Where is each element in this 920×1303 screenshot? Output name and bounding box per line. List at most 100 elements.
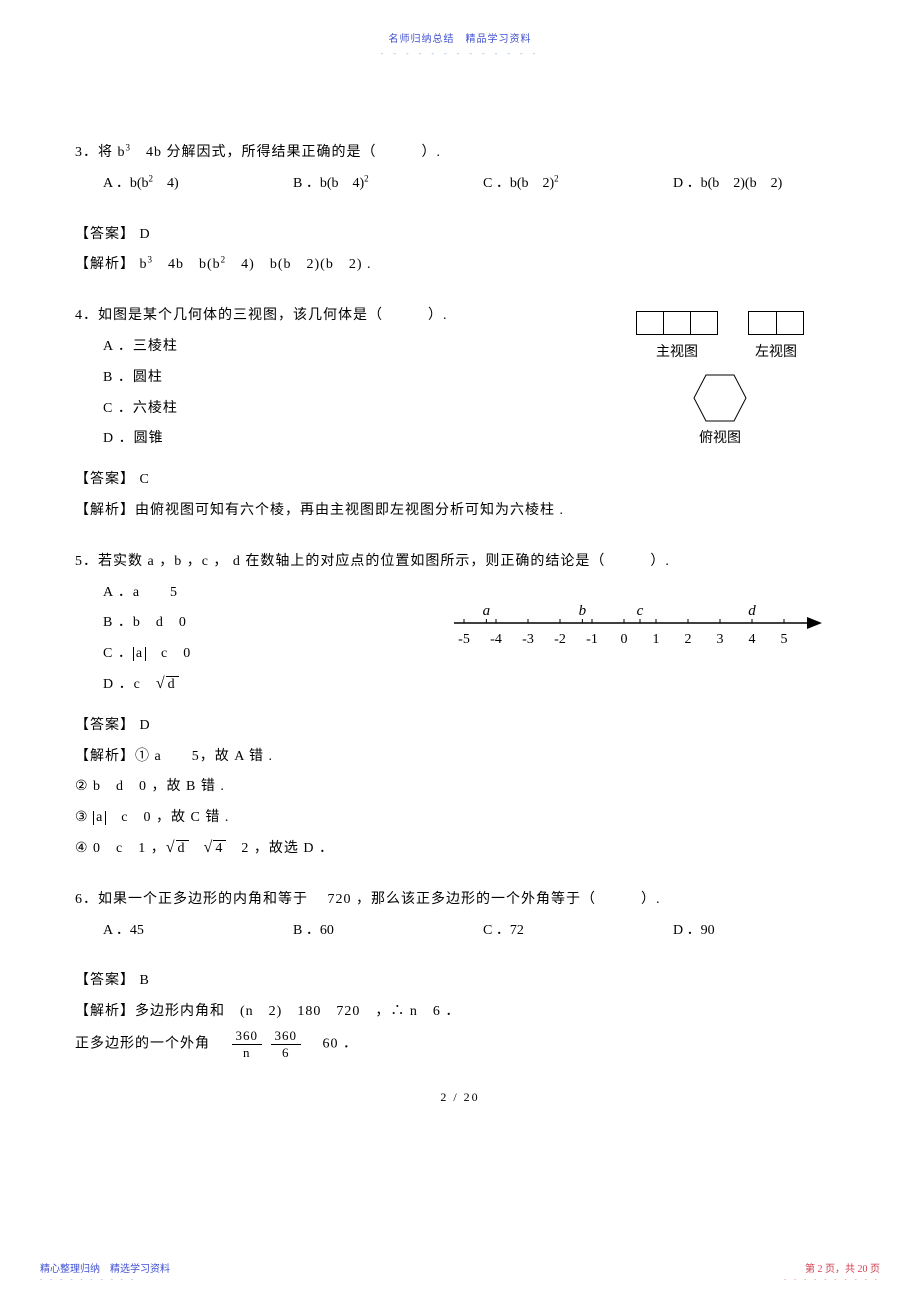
svg-text:c: c (637, 603, 644, 619)
header-title: 名师归纳总结 精品学习资料 (75, 30, 845, 45)
q5-exp4-sq2: 4 (213, 840, 226, 856)
top-view-label: 俯视图 (595, 427, 845, 447)
q5-body: A ．a 5 B ．b d 0 C ．a c 0 D ．c √d (75, 578, 845, 701)
svg-text:-2: -2 (554, 632, 566, 647)
main-view-label: 主视图 (636, 341, 718, 361)
svg-text:5: 5 (781, 632, 788, 647)
q3-exp-pre: 【解析】 b (75, 257, 148, 272)
footer-left-text: 精心整理归纳 精选学习资料 (40, 1260, 170, 1275)
q6-exp2-pre: 正多边形的一个外角 (75, 1036, 225, 1051)
sqrt-icon: √d (166, 840, 189, 856)
page: 名师归纳总结 精品学习资料 - - - - - - - - - - - - - … (0, 0, 920, 1303)
q5-exp3-post: c 0 ，故 C 错 . (106, 810, 229, 825)
q6-exp2-post: 60 ． (308, 1036, 359, 1051)
q3-options: A ．b(b2 4) B ．b(b 4)2 C ．b(b 2)2 D ．b(b … (75, 169, 845, 200)
number-line: abcd -5-4-3-2-1012345 (449, 598, 845, 653)
q4-block: 4．如图是某个几何体的三视图，该几何体是（ ）. A ．三棱柱 B ．圆柱 C … (75, 301, 845, 496)
svg-text:4: 4 (749, 632, 756, 647)
q6-stem: 6．如果一个正多边形的内角和等于 720 ，那么该正多边形的一个外角等于（ ）. (75, 885, 845, 916)
fraction: 360n (232, 1028, 263, 1060)
footer-left-dots: - - - - - - - - - - (40, 1275, 170, 1283)
q3-optD: D ．b(b 2)(b 2) (673, 169, 782, 200)
q6-options: A ．45 B ．60 C ．72 D ．90 (75, 916, 845, 947)
q5-optC-abs: a (133, 647, 146, 661)
footer-right-dots: - - - - - - - - - - (784, 1275, 880, 1283)
q5-optC: C ．a c 0 (75, 639, 429, 670)
q3-optB: B ．b(b 4)2 (293, 169, 483, 200)
q5-right: abcd -5-4-3-2-1012345 (429, 578, 845, 653)
sqrt-icon: √4 (204, 840, 227, 856)
q3-stem-post: 4b 分解因式，所得结果正确的是（ ）. (131, 145, 441, 160)
q3-optA-pre: A ．b(b (103, 176, 149, 191)
frac-num: 360 (271, 1028, 302, 1045)
fraction: 3606 (271, 1028, 302, 1060)
q4-stem: 4．如图是某个几何体的三视图，该几何体是（ ）. (75, 301, 595, 332)
q6-optD: D ．90 (673, 916, 715, 947)
q6-answer: 【答案】 B (75, 966, 845, 997)
q5-optC-post: c 0 (146, 646, 191, 661)
q6-optA: A ．45 (103, 916, 293, 947)
q3-optA: A ．b(b2 4) (103, 169, 293, 200)
left-view-label: 左视图 (748, 341, 804, 361)
footer-right-text: 第 2 页，共 20 页 (784, 1260, 880, 1275)
svg-text:-5: -5 (458, 632, 470, 647)
q3-stem: 3．将 b3 4b 分解因式，所得结果正确的是（ ）. (75, 138, 845, 169)
q5-exp4-mid (189, 841, 204, 856)
q4-optC: C ．六棱柱 (75, 394, 595, 425)
header-dots: - - - - - - - - - - - - - (75, 49, 845, 58)
svg-text:-3: -3 (522, 632, 534, 647)
left-view: 左视图 (748, 311, 804, 361)
q6-exp2: 正多边形的一个外角 360n 3606 60 ． (75, 1028, 845, 1060)
q5-optA: A ．a 5 (75, 578, 429, 609)
main-view-rect (636, 311, 718, 335)
q5-exp3-abs: a (93, 811, 106, 825)
q5-stem: 5．若实数 a ，b ，c ， d 在数轴上的对应点的位置如图所示，则正确的结论… (75, 547, 845, 578)
q3-stem-pre: 3．将 b (75, 145, 126, 160)
q3-optC: C ．b(b 2)2 (483, 169, 673, 200)
q5-exp3-pre: ③ (75, 810, 93, 825)
q4-optA: A ．三棱柱 (75, 332, 595, 363)
svg-text:2: 2 (685, 632, 692, 647)
q5-exp4-sq1: d (176, 840, 189, 856)
q3-optC-sup: 2 (554, 173, 559, 183)
q5-optB: B ．b d 0 (75, 608, 429, 639)
q4-figure: 主视图 左视图 俯视图 (595, 301, 845, 496)
q5-optC-pre: C ． (103, 646, 133, 661)
footer: 精心整理归纳 精选学习资料 - - - - - - - - - - 第 2 页，… (0, 1260, 920, 1283)
q3-exp-post: 4) b(b 2)(b 2) . (226, 257, 371, 272)
q6-exp1: 【解析】多边形内角和 (n 2) 180 720 ，∴ n 6 ． (75, 997, 845, 1028)
frac-den: n (239, 1045, 255, 1061)
svg-text:a: a (483, 603, 491, 619)
q5-answer: 【答案】 D (75, 711, 845, 742)
q4-left: 4．如图是某个几何体的三视图，该几何体是（ ）. A ．三棱柱 B ．圆柱 C … (75, 301, 595, 496)
q5-optD-sqrt: d (166, 676, 179, 692)
views-row: 主视图 左视图 (595, 311, 845, 361)
q3-optA-post: 4) (153, 176, 179, 191)
number-line-svg: abcd -5-4-3-2-1012345 (449, 598, 829, 653)
footer-right: 第 2 页，共 20 页 - - - - - - - - - - (784, 1260, 880, 1283)
svg-text:1: 1 (653, 632, 660, 647)
q5-exp1: 【解析】① a 5，故 A 错 . (75, 742, 845, 773)
q3-optB-sup: 2 (364, 173, 369, 183)
q5-exp4-pre: ④ 0 c 1 ， (75, 841, 166, 856)
sqrt-icon: √d (156, 676, 179, 692)
q3-exp-mid: 4b b(b (153, 257, 221, 272)
q4-answer: 【答案】 C (75, 465, 595, 496)
svg-text:-1: -1 (586, 632, 598, 647)
q5-left: A ．a 5 B ．b d 0 C ．a c 0 D ．c √d (75, 578, 429, 701)
q3-answer: 【答案】 D (75, 220, 845, 251)
svg-text:0: 0 (621, 632, 628, 647)
frac-den: 6 (278, 1045, 294, 1061)
q3-optC-pre: C ．b(b 2) (483, 176, 554, 191)
q5-optD: D ．c √d (75, 670, 429, 701)
q5-optD-pre: D ．c (103, 677, 156, 692)
left-view-rect (748, 311, 804, 335)
q4-explain: 【解析】由俯视图可知有六个棱，再由主视图即左视图分析可知为六棱柱 . (75, 496, 845, 527)
hexagon-icon (692, 373, 748, 423)
page-number: 2 / 20 (75, 1090, 845, 1105)
svg-text:d: d (748, 603, 756, 619)
q5-exp4: ④ 0 c 1 ，√d √4 2 ，故选 D ． (75, 834, 845, 865)
q4-optB: B ．圆柱 (75, 363, 595, 394)
frac-num: 360 (232, 1028, 263, 1045)
q5-exp2: ② b d 0 ，故 B 错 . (75, 772, 845, 803)
